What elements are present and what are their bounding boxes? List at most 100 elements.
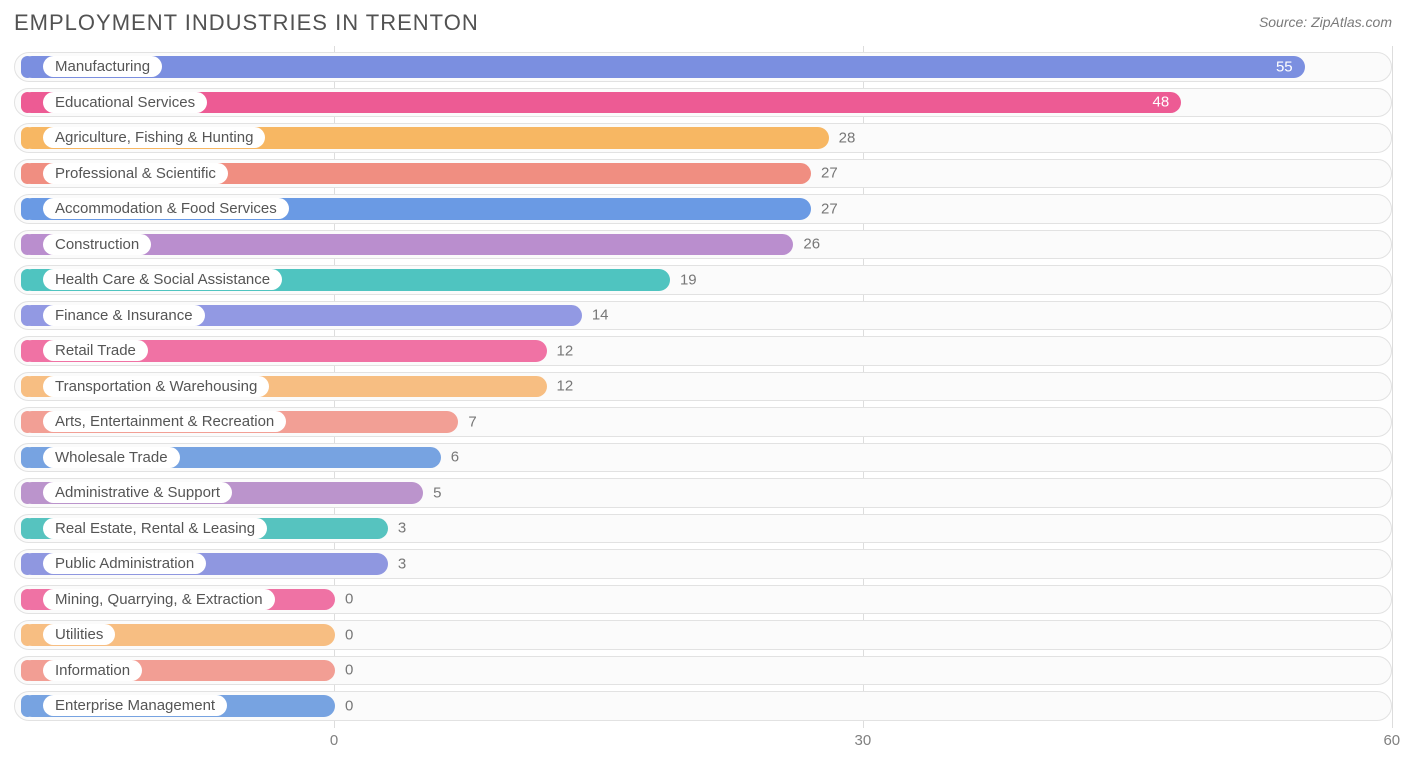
bar: Enterprise Management — [21, 695, 335, 717]
bar-cap — [21, 305, 34, 327]
bar-cap — [21, 695, 34, 717]
bar-track: Agriculture, Fishing & Hunting 28 — [14, 123, 1392, 153]
x-tick-label: 0 — [330, 732, 338, 749]
bar-value: 0 — [345, 591, 353, 608]
bar: Administrative & Support — [21, 482, 423, 504]
bar-label: Agriculture, Fishing & Hunting — [43, 127, 265, 148]
bar: Utilities — [21, 624, 335, 646]
bar-track: Administrative & Support 5 — [14, 478, 1392, 508]
bar-track: Public Administration3 — [14, 549, 1392, 579]
bar: Information — [21, 660, 335, 682]
bar-cap — [21, 56, 34, 78]
bar-track: Accommodation & Food Services 27 — [14, 194, 1392, 224]
bar-track: Health Care & Social Assistance 19 — [14, 265, 1392, 295]
bar: Transportation & Warehousing — [21, 376, 547, 398]
bar-cap — [21, 589, 34, 611]
bar-value: 28 — [839, 129, 856, 146]
bar-value: 6 — [451, 449, 459, 466]
bar-track: Enterprise Management 0 — [14, 691, 1392, 721]
bar-label: Educational Services — [43, 92, 207, 113]
bar-track: Retail Trade 12 — [14, 336, 1392, 366]
bar: Real Estate, Rental & Leasing — [21, 518, 388, 540]
bar: Educational Services 48 — [21, 92, 1181, 114]
x-tick-label: 60 — [1383, 732, 1400, 749]
bar-track: Information 0 — [14, 656, 1392, 686]
bar-cap — [21, 624, 34, 646]
bar-cap — [21, 447, 34, 469]
bar-cap — [21, 518, 34, 540]
bar-value: 3 — [398, 520, 406, 537]
bar-cap — [21, 482, 34, 504]
bar-label: Accommodation & Food Services — [43, 198, 289, 219]
bar-track: Manufacturing 55 — [14, 52, 1392, 82]
bar-label: Utilities — [43, 624, 115, 645]
bar-label: Real Estate, Rental & Leasing — [43, 518, 267, 539]
bar-label: Construction — [43, 234, 151, 255]
bar-label: Enterprise Management — [43, 695, 227, 716]
x-tick-label: 30 — [855, 732, 872, 749]
bar-label: Information — [43, 660, 142, 681]
bar: Mining, Quarrying, & Extraction — [21, 589, 335, 611]
bar-value: 5 — [433, 484, 441, 501]
bar-value: 27 — [821, 200, 838, 217]
bar: Retail Trade — [21, 340, 547, 362]
bar-label: Wholesale Trade — [43, 447, 180, 468]
bar-track: Educational Services 48 — [14, 88, 1392, 118]
bar-label: Transportation & Warehousing — [43, 376, 269, 397]
bar-label: Health Care & Social Assistance — [43, 269, 282, 290]
bar: Manufacturing 55 — [21, 56, 1305, 78]
chart-header: EMPLOYMENT INDUSTRIES IN TRENTON Source:… — [14, 10, 1392, 36]
bar-value: 7 — [468, 413, 476, 430]
bar-value: 27 — [821, 165, 838, 182]
bar-label: Finance & Insurance — [43, 305, 205, 326]
chart-area: Manufacturing 55 Educational Services 48 Agr… — [14, 46, 1392, 750]
bar-label: Mining, Quarrying, & Extraction — [43, 589, 275, 610]
bar-label: Arts, Entertainment & Recreation — [43, 411, 286, 432]
bar-cap — [21, 163, 34, 185]
bar-value: 0 — [345, 697, 353, 714]
bar-track: Wholesale Trade 6 — [14, 443, 1392, 473]
bar: Public Administration — [21, 553, 388, 575]
bar-track: Transportation & Warehousing 12 — [14, 372, 1392, 402]
bar-value: 14 — [592, 307, 609, 324]
bar-cap — [21, 269, 34, 291]
bar-label: Manufacturing — [43, 56, 162, 77]
bar: Arts, Entertainment & Recreation — [21, 411, 458, 433]
bar-cap — [21, 376, 34, 398]
bar-track: Construction 26 — [14, 230, 1392, 260]
bar: Accommodation & Food Services — [21, 198, 811, 220]
bar-track: Utilities 0 — [14, 620, 1392, 650]
bar-label: Public Administration — [43, 553, 206, 574]
bar-cap — [21, 553, 34, 575]
source-prefix: Source: — [1259, 14, 1311, 30]
bar-track: Real Estate, Rental & Leasing 3 — [14, 514, 1392, 544]
bar-label: Professional & Scientific — [43, 163, 228, 184]
bar-cap — [21, 411, 34, 433]
bar: Agriculture, Fishing & Hunting — [21, 127, 829, 149]
bar-cap — [21, 340, 34, 362]
bar: Professional & Scientific — [21, 163, 811, 185]
bar-value: 26 — [803, 236, 820, 253]
bar-track: Arts, Entertainment & Recreation 7 — [14, 407, 1392, 437]
bar-value: 19 — [680, 271, 697, 288]
bar-value: 0 — [345, 626, 353, 643]
bar-cap — [21, 127, 34, 149]
bar-cap — [21, 92, 34, 114]
chart-plot: Manufacturing 55 Educational Services 48 Agr… — [14, 46, 1392, 728]
bar-value: 55 — [1276, 58, 1293, 75]
bar-label: Administrative & Support — [43, 482, 232, 503]
source-attribution: Source: ZipAtlas.com — [1259, 14, 1392, 30]
bars-container: Manufacturing 55 Educational Services 48 Agr… — [14, 52, 1392, 721]
bar: Wholesale Trade — [21, 447, 441, 469]
bar-value: 12 — [557, 342, 574, 359]
chart-title: EMPLOYMENT INDUSTRIES IN TRENTON — [14, 10, 479, 36]
bar: Finance & Insurance — [21, 305, 582, 327]
bar: Construction — [21, 234, 793, 256]
bar-value: 48 — [1153, 94, 1170, 111]
bar-value: 0 — [345, 662, 353, 679]
bar: Health Care & Social Assistance — [21, 269, 670, 291]
source-name: ZipAtlas.com — [1311, 14, 1392, 30]
bar-track: Mining, Quarrying, & Extraction 0 — [14, 585, 1392, 615]
bar-cap — [21, 198, 34, 220]
bar-value: 12 — [557, 378, 574, 395]
